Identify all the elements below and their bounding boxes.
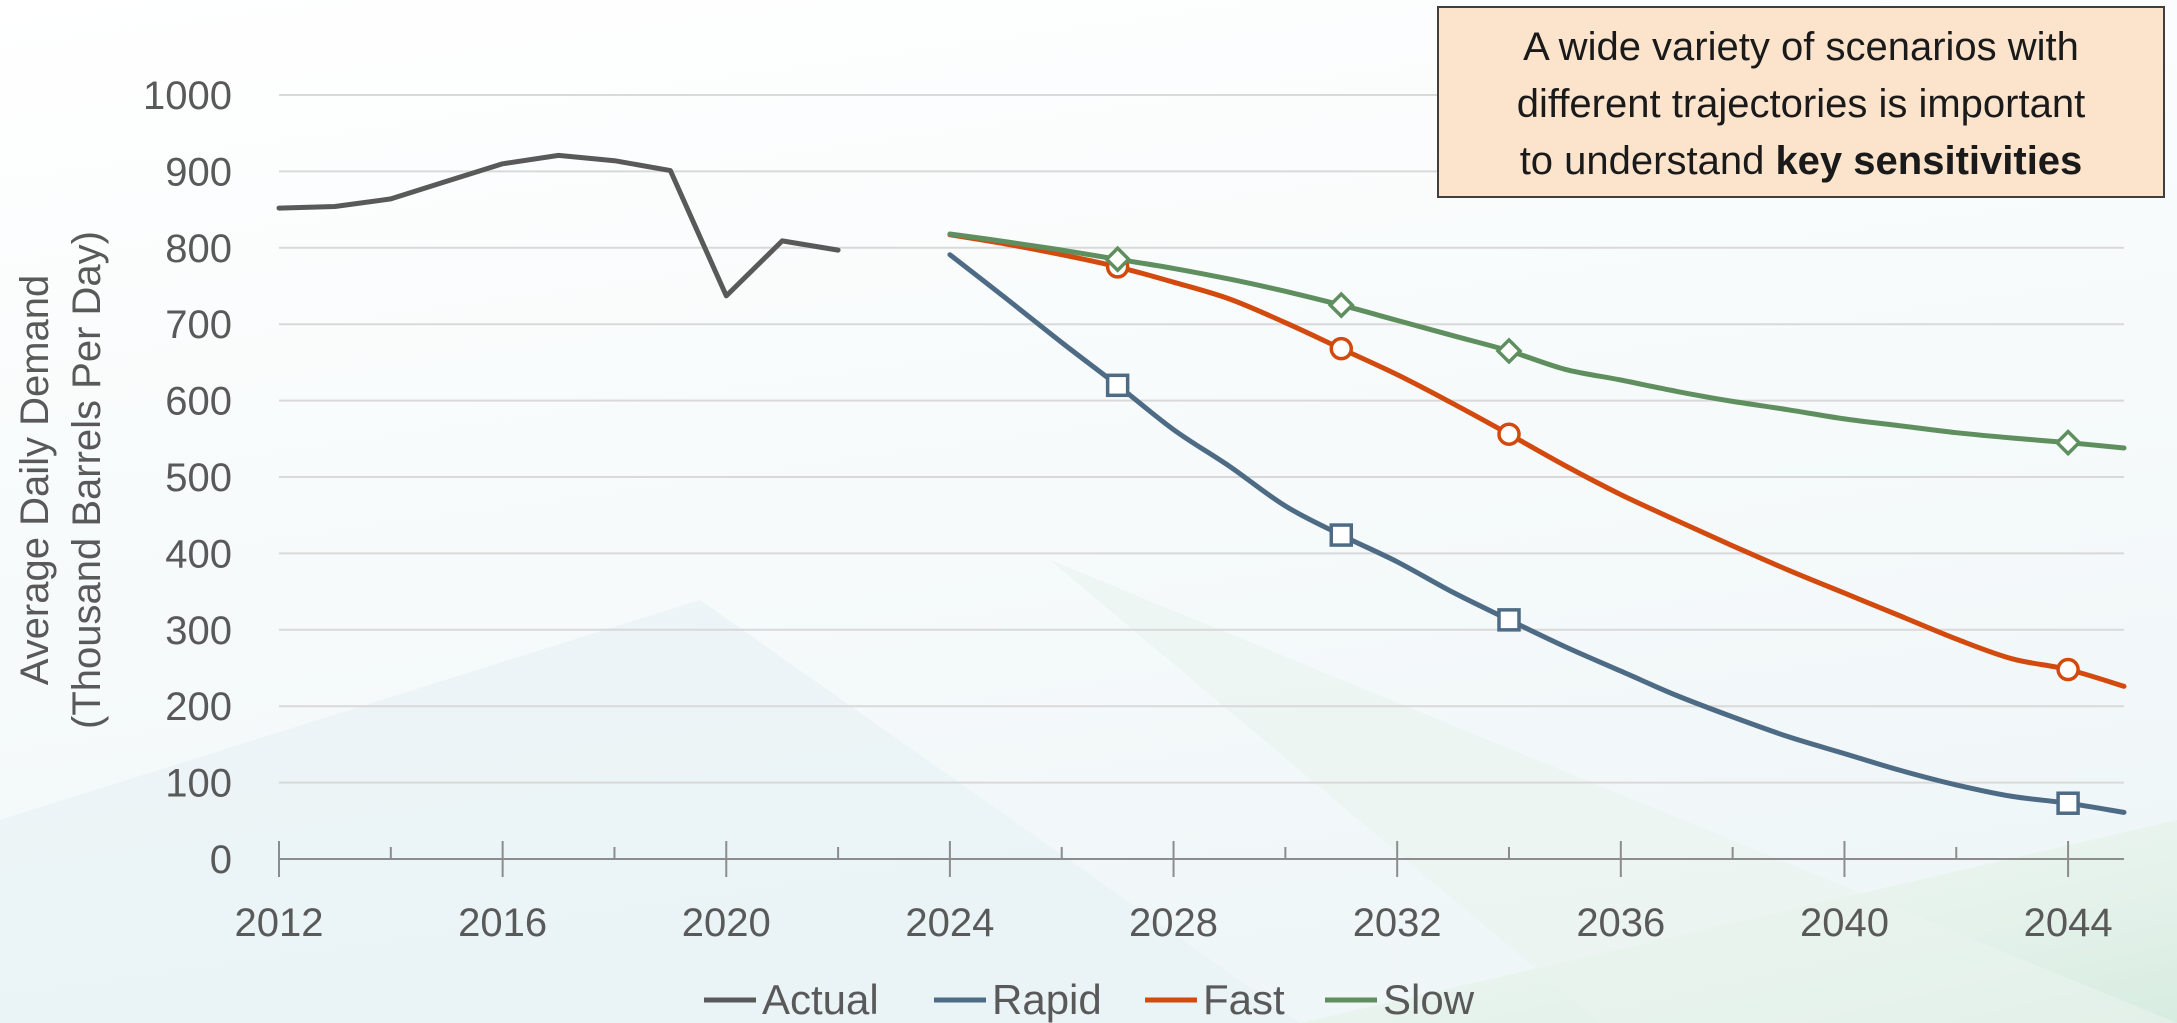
y-tick-label: 300 <box>165 609 232 653</box>
series-markers <box>1104 245 2082 815</box>
x-tick-label: 2036 <box>1576 901 1665 945</box>
series-line-rapid <box>947 252 2127 815</box>
y-axis-title-line1: Average Daily Demand <box>13 275 57 686</box>
y-tick-label: 500 <box>165 456 232 500</box>
x-tick-label: 2012 <box>235 901 324 945</box>
x-axis <box>278 841 2124 877</box>
y-axis-title-line2: (Thousand Barrels Per Day) <box>65 231 109 729</box>
x-tick-label: 2032 <box>1353 901 1442 945</box>
marker-rapid <box>2056 791 2080 815</box>
x-tick-label: 2020 <box>682 901 771 945</box>
legend-label-slow: Slow <box>1383 976 1475 1023</box>
x-tick-label: 2028 <box>1129 901 1218 945</box>
marker-slow <box>1104 245 1132 273</box>
legend-label-fast: Fast <box>1203 976 1285 1023</box>
callout-line-2: different trajectories is important <box>1516 82 2086 126</box>
marker-fast <box>1329 336 1354 361</box>
x-tick-label: 2016 <box>458 901 547 945</box>
marker-rapid <box>1105 373 1130 398</box>
x-axis-tick-labels: 2012 2016 2020 2024 2028 2032 2036 2040 2044 <box>235 901 2113 945</box>
marker-rapid <box>1329 523 1354 547</box>
marker-rapid <box>1497 608 1521 632</box>
y-tick-label: 1000 <box>143 74 232 118</box>
callout-line-1: A wide variety of scenarios with <box>1523 25 2079 69</box>
marker-fast <box>1497 422 1521 446</box>
y-tick-label: 700 <box>165 303 232 347</box>
marker-slow <box>2054 429 2082 457</box>
y-tick-label: 200 <box>165 685 232 729</box>
y-tick-label: 800 <box>165 227 232 271</box>
legend: Actual Rapid Fast Slow <box>704 976 1475 1023</box>
series-line-slow <box>947 231 2127 451</box>
series-line-fast <box>947 232 2127 689</box>
x-tick-label: 2044 <box>2024 901 2113 945</box>
marker-slow <box>1495 337 1523 365</box>
annotation-callout: A wide variety of scenarios with differe… <box>1437 6 2165 198</box>
legend-label-rapid: Rapid <box>992 976 1102 1023</box>
series-lines <box>276 152 2127 815</box>
y-tick-label: 0 <box>210 838 232 882</box>
x-tick-label: 2040 <box>1800 901 1889 945</box>
y-tick-label: 600 <box>165 380 232 424</box>
callout-emphasis: key sensitivities <box>1775 139 2083 183</box>
marker-slow <box>1327 291 1355 319</box>
y-tick-label: 900 <box>165 150 232 194</box>
marker-fast <box>2056 657 2080 682</box>
series-line-actual <box>276 152 841 299</box>
x-tick-label: 2024 <box>905 901 994 945</box>
callout-line-3: to understand key sensitivities <box>1439 133 2163 190</box>
callout-line-3-text: to understand <box>1519 139 1776 183</box>
y-tick-label: 100 <box>165 762 232 806</box>
y-tick-label: 400 <box>165 532 232 576</box>
legend-label-actual: Actual <box>762 976 879 1023</box>
y-axis-tick-labels: 0 100 200 300 400 500 600 700 800 900 1000 <box>143 74 232 882</box>
gridlines <box>279 94 2124 784</box>
